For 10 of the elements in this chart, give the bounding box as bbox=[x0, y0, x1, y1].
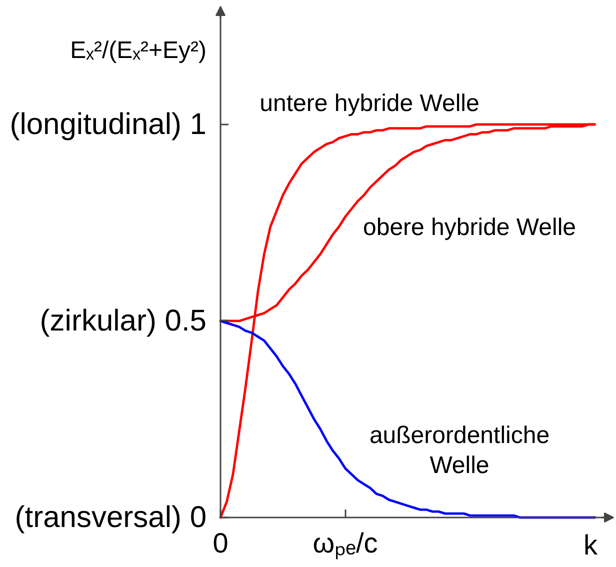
x-tick-label: ωₚₑ/c bbox=[312, 528, 378, 560]
y-tick-label: (transversal) 0 bbox=[14, 501, 206, 534]
y-axis-title: Eₓ²/(Eₓ²+Ey²) bbox=[70, 37, 207, 64]
series-label: obere hybride Welle bbox=[362, 214, 576, 241]
series-label: untere hybride Welle bbox=[260, 90, 480, 117]
y-tick-label: (zirkular) 0.5 bbox=[40, 304, 207, 338]
x-tick-label: 0 bbox=[212, 528, 228, 558]
x-axis-title: k bbox=[584, 530, 598, 560]
y-tick-label: (longitudinal) 1 bbox=[10, 108, 207, 141]
series-label: außerordentliche Welle bbox=[369, 422, 550, 479]
